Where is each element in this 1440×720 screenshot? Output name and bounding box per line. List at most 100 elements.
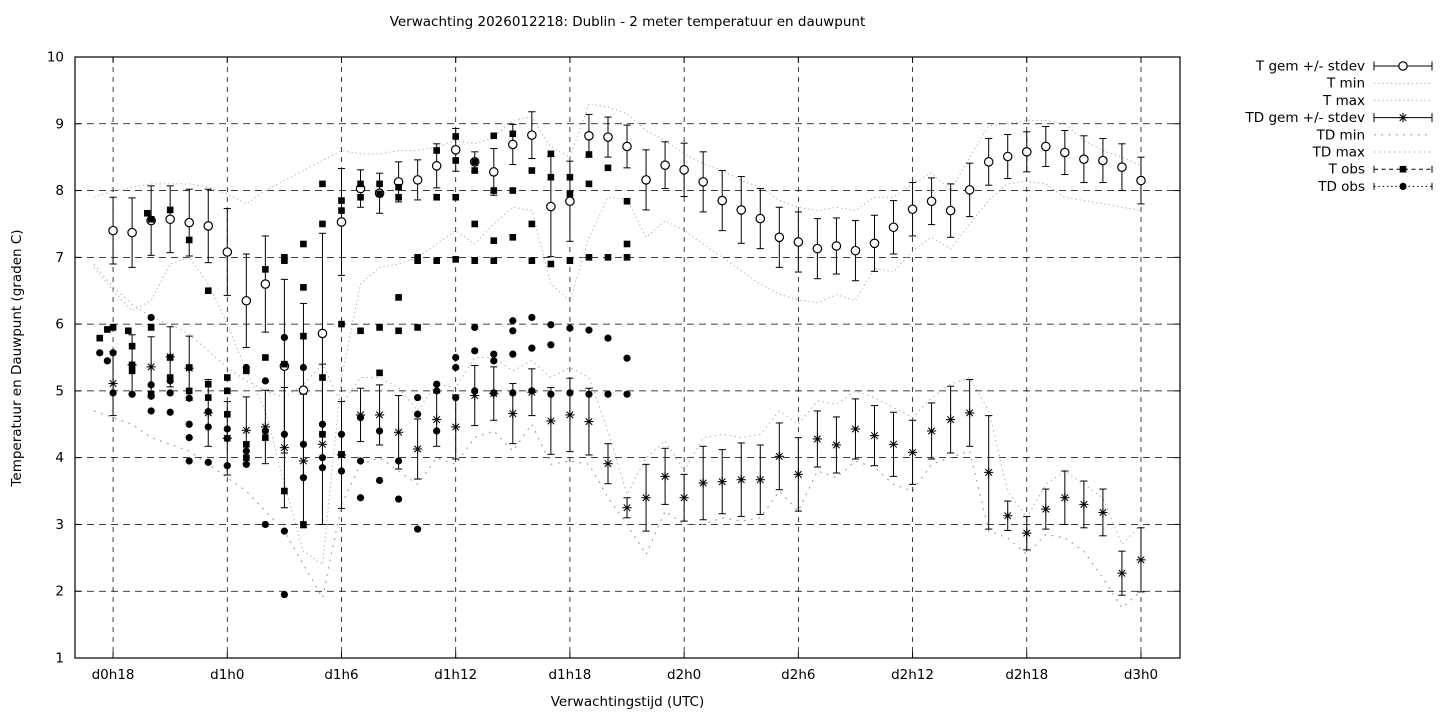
td_mean-point: [984, 467, 994, 477]
t_obs-point: [585, 180, 593, 188]
t_obs-point: [623, 254, 631, 261]
t_mean-point: [736, 205, 747, 215]
t_obs-point: [223, 387, 231, 395]
t_mean-point: [660, 160, 670, 170]
td_obs-point: [204, 407, 212, 416]
t_mean-point: [317, 328, 328, 339]
td_mean-point: [146, 362, 156, 372]
td_obs-point: [280, 333, 288, 342]
t_obs-point: [319, 180, 326, 188]
t_obs-point: [414, 254, 421, 261]
td_mean-point: [869, 431, 880, 441]
t_obs-point: [185, 387, 193, 395]
t_mean-point: [488, 167, 499, 177]
x-tick-label: d2h12: [891, 667, 934, 683]
t_obs-point: [281, 254, 288, 261]
td_mean-point: [907, 447, 918, 457]
t_mean-point: [1021, 147, 1032, 157]
t_mean-point: [622, 141, 632, 152]
t_obs-point: [124, 327, 132, 335]
t_obs-point: [223, 374, 231, 381]
td_mean-point: [394, 427, 404, 437]
td_mean-point: [1117, 568, 1127, 578]
y-tick-label: 6: [55, 317, 64, 333]
td_obs-point: [204, 423, 212, 431]
td_obs-point: [299, 363, 308, 372]
plot-border: [74, 56, 1181, 659]
t_mean-point: [831, 241, 842, 251]
td_obs-point: [452, 393, 460, 402]
t_obs-point: [262, 266, 269, 273]
series-t_mean: [108, 111, 1146, 478]
series-td_obs: [96, 313, 631, 599]
t_mean-point: [508, 139, 518, 150]
t_obs-point: [509, 130, 517, 138]
t_mean-point: [184, 217, 195, 228]
t_obs-point: [604, 254, 612, 261]
y-tick-label: 7: [55, 250, 64, 266]
td_obs-point: [452, 353, 460, 362]
t_mean-point: [812, 243, 823, 254]
td_obs-point: [147, 392, 155, 400]
t_obs-point: [604, 164, 612, 172]
td_obs-point: [414, 525, 422, 533]
td_obs-point: [604, 334, 612, 342]
td_obs-point: [623, 390, 631, 398]
t_mean-point: [774, 232, 785, 243]
t_obs-point: [281, 487, 288, 495]
t_obs-point: [509, 234, 517, 241]
t_mean-point: [603, 132, 613, 142]
t_mean-point: [1041, 141, 1051, 152]
t_obs-point: [547, 260, 555, 268]
x-tick-label: d3h0: [1124, 667, 1158, 683]
td_mean-point: [850, 424, 861, 434]
td_mean-point: [374, 410, 385, 420]
td_obs-point: [509, 389, 517, 397]
td_obs-point: [433, 427, 441, 435]
td_mean-point: [717, 477, 727, 487]
legend-sample-t_obs: [1399, 165, 1407, 173]
t_mean-point: [260, 279, 271, 289]
t_max-line: [93, 103, 1142, 212]
legend-label: T obs: [1328, 162, 1365, 178]
x-tick-label: d1h18: [548, 667, 591, 683]
t_obs-point: [471, 158, 479, 166]
y-tick-label: 2: [55, 584, 64, 600]
series-t_max: [93, 103, 1142, 212]
t_obs-point: [452, 157, 460, 164]
td_obs-point: [185, 434, 193, 442]
t_obs-point: [490, 132, 498, 140]
t_obs-point: [300, 240, 307, 248]
td_obs-point: [318, 464, 327, 472]
t_mean-point: [717, 195, 728, 206]
td_mean-point: [1079, 499, 1089, 510]
td_obs-point: [471, 347, 479, 355]
t_obs-point: [243, 441, 250, 448]
td_mean-point: [812, 434, 822, 444]
series-td_min: [93, 410, 1142, 609]
td_mean-point: [584, 417, 594, 427]
t_obs-point: [204, 287, 212, 295]
legend-label: T gem +/- stdev: [1255, 59, 1365, 75]
t_mean-point: [1098, 155, 1108, 166]
td_mean-point: [317, 439, 328, 449]
series-td_max: [93, 263, 1142, 546]
td_mean-point: [565, 410, 575, 420]
legend-label: TD min: [1316, 127, 1365, 143]
td_obs-point: [547, 390, 555, 398]
t_mean-point: [888, 222, 899, 233]
td_obs-point: [509, 327, 517, 335]
td_obs-point: [185, 420, 193, 428]
t_mean-point: [336, 217, 347, 227]
td_obs-point: [566, 324, 574, 332]
td_obs-point: [223, 434, 231, 442]
t_obs-point: [357, 193, 364, 201]
t_obs-point: [395, 183, 402, 191]
t_obs-point: [547, 150, 555, 158]
td_mean-point: [413, 444, 423, 454]
td_obs-point: [356, 457, 365, 465]
t_min-line: [93, 180, 1142, 566]
td_obs-point: [166, 389, 174, 397]
t_obs-point: [128, 367, 136, 375]
t_mean-point: [1117, 162, 1127, 172]
